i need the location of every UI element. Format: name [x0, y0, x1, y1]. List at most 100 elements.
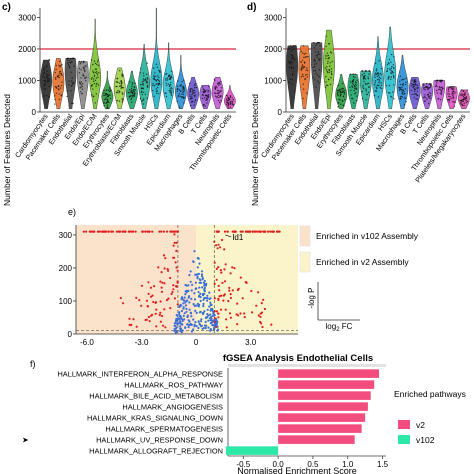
panel-c-cell-point	[165, 92, 167, 95]
panel-c-cell-point	[191, 91, 193, 93]
panel-c-cell-point	[47, 79, 49, 81]
panel-e-capped-point	[253, 230, 256, 233]
panel-e-point	[184, 326, 187, 329]
panel-e-point	[210, 315, 213, 318]
panel-e-point	[217, 298, 220, 302]
panel-e-point	[153, 285, 156, 288]
panel-e-point	[206, 308, 209, 311]
panel-c-cell-point	[94, 102, 96, 104]
panel-d-cell-point	[352, 98, 354, 100]
panel-c-cell-point	[181, 96, 183, 98]
panel-c-cell-point	[61, 64, 63, 66]
panel-d-cell-point	[399, 75, 402, 78]
panel-e-point	[219, 246, 222, 249]
panel-c-cell-point	[208, 90, 210, 92]
panel-c-cell-point	[194, 82, 197, 85]
panel-d-cell-point	[378, 74, 380, 77]
panel-c-cell-point	[131, 91, 134, 94]
panel-d-cell-point	[302, 75, 304, 78]
panel-e-point	[176, 269, 179, 272]
panel-e-point	[185, 307, 188, 310]
panel-e-capped-point	[241, 230, 244, 233]
panel-d-cell-point	[302, 52, 304, 54]
panel-c-cell-point	[59, 71, 61, 73]
panel-c-cell-point	[165, 95, 168, 98]
panel-c-cell-point	[191, 88, 193, 90]
panel-d-cell-point	[401, 96, 404, 98]
panel-e-point	[194, 287, 197, 291]
panel-d-cell-point	[350, 81, 352, 83]
panel-c-cell-point	[71, 77, 73, 79]
panel-d-cell-point	[460, 103, 462, 105]
panel-c-cell-point	[129, 89, 131, 91]
panel-d-cell-point	[451, 88, 454, 90]
panel-d-cell-point	[403, 78, 405, 81]
panel-c-cell-point	[203, 91, 205, 94]
panel-c-cell-point	[44, 66, 46, 69]
panel-e-point	[173, 233, 176, 236]
panel-d-cell-point	[374, 74, 376, 76]
panel-e-point	[198, 262, 201, 265]
panel-d-cell-point	[462, 90, 464, 92]
panel-e-point	[220, 271, 223, 274]
panel-c-cell-point	[140, 84, 142, 86]
panel-e-point	[259, 312, 262, 315]
panel-d-cell-point	[429, 86, 432, 88]
panel-e-point	[167, 269, 170, 272]
panel-c-cell-point	[141, 83, 143, 86]
panel-c-cell-point	[61, 81, 63, 83]
panel-c-cell-point	[128, 92, 130, 94]
panel-e-point	[180, 309, 183, 313]
panel-e-point	[255, 304, 258, 307]
panel-d-cell-point	[425, 86, 427, 88]
panel-c-cell-point	[42, 75, 44, 78]
panel-d-cell-point	[386, 63, 389, 66]
panel-c-cell-point	[220, 80, 222, 83]
panel-c-y-tick-label: 3000	[18, 13, 36, 22]
panel-c-cell-point	[43, 68, 45, 70]
panel-e-point	[152, 300, 155, 304]
panel-c-cell-point	[205, 99, 207, 101]
panel-c-cell-point	[194, 94, 197, 96]
panel-e-point	[182, 306, 185, 309]
panel-e-point	[211, 314, 214, 317]
panel-d-cell-point	[465, 96, 468, 98]
panel-c-cell-point	[133, 86, 136, 89]
panel-d-cell-point	[317, 42, 319, 44]
panel-d-cell-point	[380, 67, 383, 70]
panel-e-point	[227, 299, 230, 303]
panel-c-cell-point	[103, 89, 105, 92]
panel-e-point	[190, 315, 193, 318]
panel-d-cell-point	[429, 95, 432, 97]
panel-e-capped-point	[105, 230, 108, 233]
panel-d-cell-point	[312, 66, 314, 69]
panel-c-cell-point	[231, 97, 233, 99]
panel-d-label: d)	[247, 2, 256, 13]
panel-e-point	[198, 286, 201, 289]
panel-e-point	[128, 317, 131, 320]
panel-e-point	[206, 294, 209, 297]
panel-d-cell-point	[325, 35, 327, 38]
panel-c-cell-point	[146, 62, 148, 64]
panel-d-cell-point	[319, 45, 321, 47]
panel-d-cell-point	[403, 93, 406, 95]
panel-d-cell-point	[330, 76, 332, 79]
panel-d-cell-point	[337, 102, 340, 104]
panel-c-cell-point	[231, 103, 233, 105]
panel-e-point	[172, 256, 175, 259]
panel-d-cell-point	[325, 84, 328, 87]
panel-d-cell-point	[390, 61, 392, 63]
panel-c-cell-point	[67, 62, 69, 64]
panel-e-point	[169, 307, 172, 310]
panel-d-violin	[445, 86, 458, 109]
panel-c-cell-point	[133, 91, 136, 93]
panel-f-fgsea-bar-chart: f) fGSEA Analysis Endothelial Cells Norm…	[22, 353, 466, 474]
panel-d-cell-point	[368, 73, 370, 75]
panel-c-cell-point	[109, 97, 112, 100]
panel-d-cell-point	[428, 83, 430, 86]
panel-e-point	[172, 284, 175, 287]
panel-e-point	[223, 268, 226, 271]
panel-c-cell-point	[207, 94, 210, 96]
panel-c-cell-point	[202, 88, 204, 90]
panel-d-cell-point	[393, 56, 395, 58]
